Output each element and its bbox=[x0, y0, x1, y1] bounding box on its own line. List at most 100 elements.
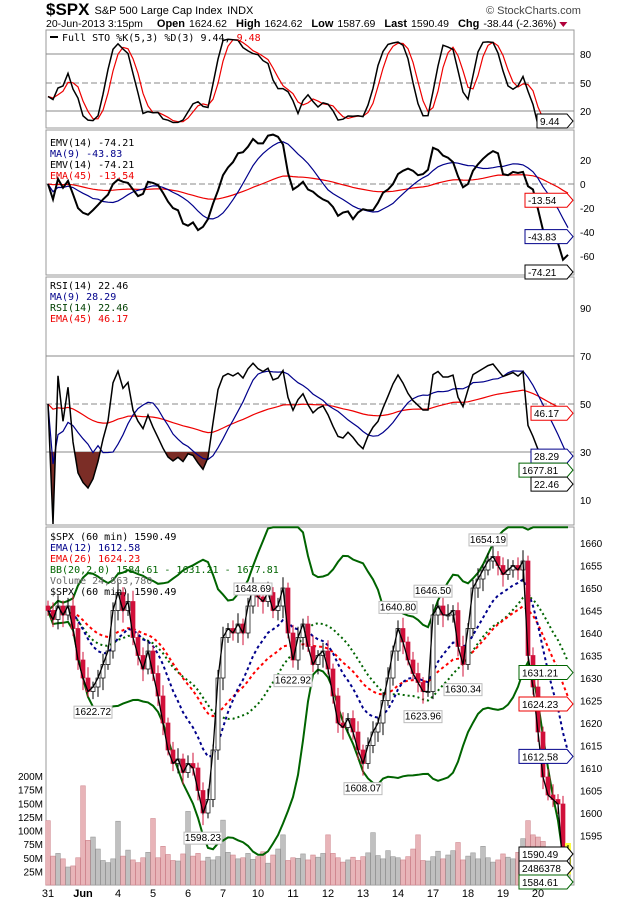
emv-legend-emv: EMV(14) -74.21 bbox=[50, 160, 134, 171]
volume-bar bbox=[400, 859, 406, 886]
volume-bar bbox=[45, 820, 51, 886]
high-label: High bbox=[236, 18, 261, 30]
volume-bar bbox=[345, 859, 351, 886]
rsi-tick: 90 bbox=[580, 304, 592, 315]
volume-tick: 125M bbox=[18, 813, 43, 824]
emv-value-tag: -74.21 bbox=[528, 268, 557, 279]
volume-bar bbox=[190, 855, 196, 886]
volume-bar bbox=[255, 856, 261, 886]
last-price-tag-box bbox=[518, 846, 574, 862]
volume-bar bbox=[350, 856, 356, 886]
volume-bar bbox=[465, 855, 471, 886]
rsi-value-tag-box bbox=[518, 462, 574, 478]
rsi-legend-line: RSI(14) 22.46 bbox=[50, 281, 128, 292]
last-value: 1590.49 bbox=[411, 18, 449, 30]
price-tick: 1655 bbox=[580, 562, 603, 573]
x-axis-label: 14 bbox=[392, 888, 404, 900]
emv-value-tag-box bbox=[524, 264, 574, 280]
volume-value-tag-box bbox=[518, 860, 574, 876]
open-value: 1624.62 bbox=[189, 18, 227, 30]
volume-bar bbox=[430, 856, 436, 886]
chg-value: -38.44 (-2.36%) bbox=[483, 18, 556, 30]
bb-upper-line bbox=[47, 526, 568, 629]
volume-bar bbox=[170, 860, 176, 886]
rsi-value-tag: 1677.81 bbox=[522, 466, 559, 477]
volume-bar bbox=[470, 852, 476, 886]
price-tick: 1630 bbox=[580, 674, 603, 685]
x-axis-label: 13 bbox=[357, 888, 369, 900]
price-annotation-box bbox=[413, 584, 453, 598]
x-axis-label: 19 bbox=[497, 888, 509, 900]
open-label: Open bbox=[157, 18, 185, 30]
price-annotation-box bbox=[378, 600, 418, 614]
volume-bar bbox=[420, 860, 426, 886]
emv-ma9-line bbox=[47, 141, 569, 228]
volume-bar bbox=[355, 860, 361, 886]
volume-bar bbox=[185, 811, 191, 886]
price-annotation-box bbox=[468, 533, 508, 547]
rsi-value-tag: 22.46 bbox=[534, 480, 559, 491]
volume-bar bbox=[460, 859, 466, 886]
volume-bar bbox=[180, 853, 186, 886]
volume-bar bbox=[70, 865, 76, 886]
chg-label: Chg bbox=[458, 18, 479, 30]
rsi-legend-ma: MA(9) 28.29 bbox=[50, 292, 116, 303]
volume-bar bbox=[265, 862, 271, 886]
volume-bar bbox=[290, 857, 296, 886]
volume-bar bbox=[55, 853, 61, 886]
rsi-oversold-fill bbox=[48, 452, 568, 524]
price-legend-ema26: EMA(26) 1624.23 bbox=[50, 554, 140, 565]
rsi-legend: RSI(14) 22.46 MA(9) 28.29 RSI(14) 22.46 … bbox=[50, 281, 128, 325]
price-annotation-box bbox=[343, 782, 383, 796]
emv-value-tag-box bbox=[524, 229, 574, 245]
sto-value-tag-box bbox=[536, 113, 574, 129]
volume-bar bbox=[325, 834, 331, 886]
volume-bar bbox=[195, 853, 201, 886]
emv-tick: -20 bbox=[580, 204, 595, 215]
volume-bar bbox=[90, 836, 96, 886]
volume-bar bbox=[115, 820, 121, 886]
volume-bar bbox=[505, 856, 511, 886]
volume-bar bbox=[445, 854, 451, 886]
volume-bar bbox=[230, 854, 236, 886]
x-axis-label: 12 bbox=[322, 888, 334, 900]
volume-bar bbox=[410, 848, 416, 886]
volume-bar bbox=[300, 853, 306, 886]
volume-bar bbox=[370, 832, 376, 886]
volume-bar bbox=[275, 848, 281, 886]
volume-bar bbox=[375, 855, 381, 886]
volume-bar bbox=[150, 818, 156, 886]
low-value: 1587.69 bbox=[337, 18, 375, 30]
price-legend-bb: BB(20,2.0) 1584.61 - 1631.21 - 1677.81 bbox=[50, 565, 279, 576]
price-tick: 1640 bbox=[580, 629, 603, 640]
volume-bar bbox=[130, 859, 136, 886]
price-annotation: 1654.19 bbox=[470, 535, 507, 546]
volume-bar bbox=[95, 848, 101, 886]
datetime: 20-Jun-2013 3:15pm bbox=[46, 18, 143, 30]
low-label: Low bbox=[311, 18, 333, 30]
volume-bar bbox=[340, 861, 346, 886]
volume-bar bbox=[270, 854, 276, 886]
rsi-value-tag-box bbox=[530, 448, 574, 464]
price-tick: 1605 bbox=[580, 787, 603, 798]
x-axis-label: 5 bbox=[150, 888, 156, 900]
volume-bar bbox=[405, 856, 411, 886]
volume-bar bbox=[335, 857, 341, 886]
price-value-tag-box bbox=[518, 665, 574, 681]
volume-bar bbox=[155, 857, 161, 886]
volume-bar bbox=[140, 857, 146, 886]
volume-bar bbox=[315, 856, 321, 886]
emv-tick: -40 bbox=[580, 228, 595, 239]
sto-d-line bbox=[47, 39, 569, 127]
volume-bar bbox=[125, 849, 131, 886]
price-tick: 1600 bbox=[580, 809, 603, 820]
volume-bar bbox=[135, 862, 141, 886]
x-axis-label: 7 bbox=[220, 888, 226, 900]
price-annotation: 1598.23 bbox=[185, 833, 222, 844]
rsi-legend-ema: EMA(45) 46.17 bbox=[50, 314, 128, 325]
price-annotation-box bbox=[403, 710, 443, 724]
volume-bar bbox=[235, 858, 241, 886]
rsi-value-tag: 28.29 bbox=[534, 452, 559, 463]
price-value-tag-box bbox=[518, 874, 574, 890]
rsi-tick: 30 bbox=[580, 448, 592, 459]
